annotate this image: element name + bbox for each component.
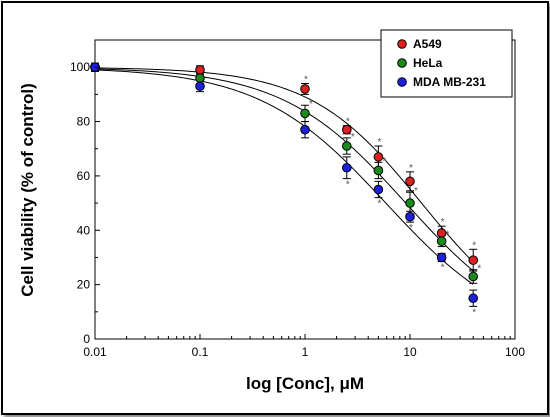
data-points: ***************** xyxy=(90,62,481,318)
significance-star: * xyxy=(377,199,381,210)
data-point xyxy=(436,236,447,246)
y-tick-label: 100 xyxy=(70,60,90,74)
legend-label: A549 xyxy=(413,37,442,51)
x-tick-label: 1 xyxy=(302,345,309,359)
fit-curve xyxy=(94,69,474,285)
data-point xyxy=(341,141,352,151)
y-tick-label: 20 xyxy=(77,278,91,292)
data-point xyxy=(405,198,415,208)
significance-star: * xyxy=(382,156,386,167)
data-point xyxy=(300,84,310,94)
fit-curves xyxy=(94,67,474,285)
data-point xyxy=(195,81,205,92)
legend-marker xyxy=(397,39,407,49)
data-point xyxy=(405,211,415,222)
data-point xyxy=(436,252,447,263)
x-tick-label: 0.01 xyxy=(83,345,107,359)
significance-star: * xyxy=(414,186,418,197)
y-tick-label: 60 xyxy=(77,169,91,183)
fit-curve xyxy=(94,68,474,272)
x-axis-label: log [Conc], μM xyxy=(246,374,364,393)
data-point xyxy=(341,162,352,173)
legend-marker xyxy=(397,58,407,68)
significance-star: * xyxy=(304,74,308,85)
significance-star: * xyxy=(346,180,350,191)
data-point xyxy=(373,184,384,195)
data-point xyxy=(373,165,384,176)
data-point xyxy=(468,293,479,304)
y-tick-label: 40 xyxy=(77,223,91,237)
significance-star: * xyxy=(446,230,450,241)
data-point xyxy=(436,228,447,238)
y-tick-label: 80 xyxy=(77,115,91,129)
x-tick-label: 10 xyxy=(403,345,417,359)
significance-star: * xyxy=(477,264,481,275)
data-point xyxy=(468,271,479,282)
significance-star: * xyxy=(377,137,381,148)
legend-label: HeLa xyxy=(413,56,443,70)
significance-star: * xyxy=(441,217,445,228)
data-point xyxy=(405,176,415,187)
legend: A549 HeLa MDA MB-231 xyxy=(380,29,513,98)
significance-star: * xyxy=(409,223,413,234)
data-point xyxy=(468,255,479,265)
x-tick-label: 100 xyxy=(505,345,525,359)
significance-star: * xyxy=(409,163,413,174)
y-axis-label: Cell viability (% of control) xyxy=(18,83,37,296)
significance-star: * xyxy=(472,240,476,251)
data-point xyxy=(195,65,205,75)
significance-star: * xyxy=(309,99,313,110)
significance-star: * xyxy=(346,117,350,128)
data-point xyxy=(300,108,310,119)
legend-marker xyxy=(397,77,407,87)
x-tick-label: 0.1 xyxy=(192,345,209,359)
y-tick-label: 0 xyxy=(83,332,90,346)
data-point xyxy=(300,124,310,135)
axis-ticks: 0 20 40 60 80 100 0.01 0.1 1 10 100 xyxy=(70,60,525,359)
significance-star: * xyxy=(441,263,445,274)
data-point xyxy=(341,124,352,135)
data-point xyxy=(195,73,205,83)
significance-star: * xyxy=(472,307,476,318)
significance-star: * xyxy=(351,132,355,143)
legend-label: MDA MB-231 xyxy=(413,75,486,89)
data-point xyxy=(373,152,384,162)
